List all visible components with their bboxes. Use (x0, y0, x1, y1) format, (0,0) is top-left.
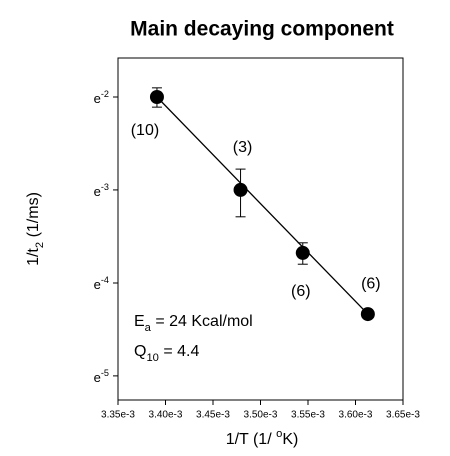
x-tick-label: 3.40e-3 (149, 410, 183, 421)
annotation: Q10 = 4.4 (134, 343, 199, 364)
y-axis-label-base: 1/t (25, 248, 42, 266)
annotation-rest: = 24 Kcal/mol (151, 313, 253, 330)
y-axis-label: 1/t2 (1/ms) (25, 192, 46, 266)
data-point (295, 245, 310, 260)
y-tick-label: e-5 (94, 368, 109, 385)
x-tick-label: 3.35e-3 (101, 410, 135, 421)
data-point (360, 307, 375, 322)
y-axis-label-sub: 2 (34, 242, 46, 248)
x-tick-label: 3.60e-3 (339, 410, 373, 421)
y-axis-label-rest: (1/ms) (25, 192, 42, 242)
point-label: (6) (361, 275, 381, 292)
data-point (233, 182, 248, 197)
annotation-rest: = 4.4 (159, 343, 200, 360)
annotation-base: E (134, 313, 145, 330)
x-tick-label: 3.45e-3 (196, 410, 230, 421)
x-axis-label-base: 1/T (1/ (226, 431, 276, 448)
chart-title: Main decaying component (130, 18, 394, 41)
x-axis-label: 1/T (1/ oK) (226, 428, 299, 448)
x-axis-label-rest: K) (282, 431, 298, 448)
y-tick-label: e-2 (94, 89, 109, 106)
x-tick-label: 3.65e-3 (386, 410, 420, 421)
point-label: (6) (291, 283, 311, 300)
y-tick-label: e-3 (94, 182, 109, 199)
point-label: (10) (131, 122, 159, 139)
fit-line (156, 96, 369, 315)
annotation-base: Q (134, 343, 146, 360)
point-label: (3) (233, 139, 253, 156)
data-point (149, 89, 164, 104)
x-tick-label: 3.55e-3 (291, 410, 325, 421)
x-axis-label-sup: o (276, 428, 282, 440)
x-tick-label: 3.50e-3 (244, 410, 278, 421)
annotation-sub: 10 (146, 352, 158, 364)
y-tick-label: e-4 (94, 275, 109, 292)
annotation-sub: a (145, 322, 152, 334)
annotation: Ea = 24 Kcal/mol (134, 313, 253, 334)
